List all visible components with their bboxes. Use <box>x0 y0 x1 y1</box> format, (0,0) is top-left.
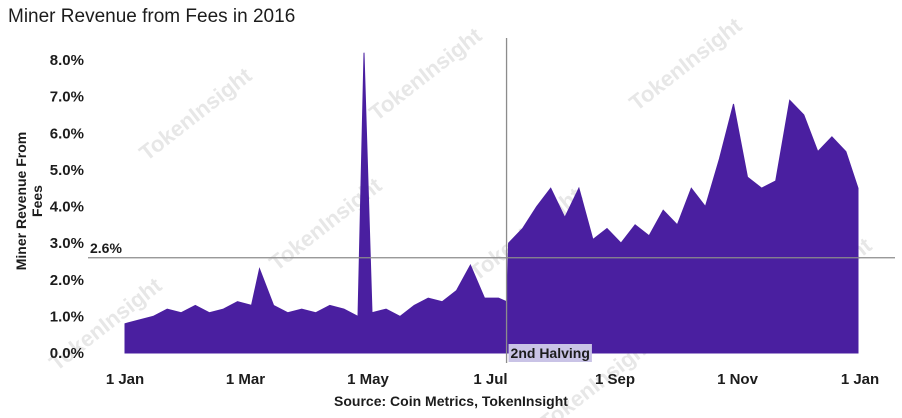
y-tick-label: 4.0% <box>50 199 84 216</box>
reference-line-label: 2.6% <box>90 240 122 256</box>
x-tick-labels: 1 Jan 1 Mar 1 May 1 Jul 1 Sep 1 Nov 1 Jan <box>106 371 879 388</box>
source-note: Source: Coin Metrics, TokenInsight <box>334 393 568 409</box>
plot-area: 2.6% 2nd Halving <box>88 38 895 363</box>
y-tick-label: 7.0% <box>50 89 84 106</box>
watermark-text: TokenInsight <box>624 12 747 115</box>
y-tick-labels: 0.0% 1.0% 2.0% 3.0% 4.0% 5.0% 6.0% 7.0% 8.0% <box>50 52 84 362</box>
x-tick-label: 1 Nov <box>717 371 759 388</box>
y-tick-label: 8.0% <box>50 52 84 69</box>
fee-revenue-area <box>124 52 859 354</box>
y-tick-label: 3.0% <box>50 235 84 252</box>
y-tick-label: 2.0% <box>50 272 84 289</box>
y-tick-label: 0.0% <box>50 345 84 362</box>
chart-title: Miner Revenue from Fees in 2016 <box>8 6 296 27</box>
x-tick-label: 1 Sep <box>595 371 635 388</box>
y-tick-label: 1.0% <box>50 308 84 325</box>
halving-label-background <box>508 344 592 362</box>
x-tick-label: 1 May <box>347 371 389 388</box>
halving-event-label: 2nd Halving <box>511 345 590 361</box>
watermark-text: TokenInsight <box>134 62 257 165</box>
x-tick-label: 1 Mar <box>226 371 265 388</box>
watermark-text: TokenInsight <box>364 22 487 125</box>
y-tick-label: 5.0% <box>50 162 84 179</box>
x-tick-label: 1 Jan <box>106 371 144 388</box>
x-tick-label: 1 Jul <box>473 371 507 388</box>
y-tick-label: 6.0% <box>50 125 84 142</box>
x-tick-label: 1 Jan <box>841 371 879 388</box>
